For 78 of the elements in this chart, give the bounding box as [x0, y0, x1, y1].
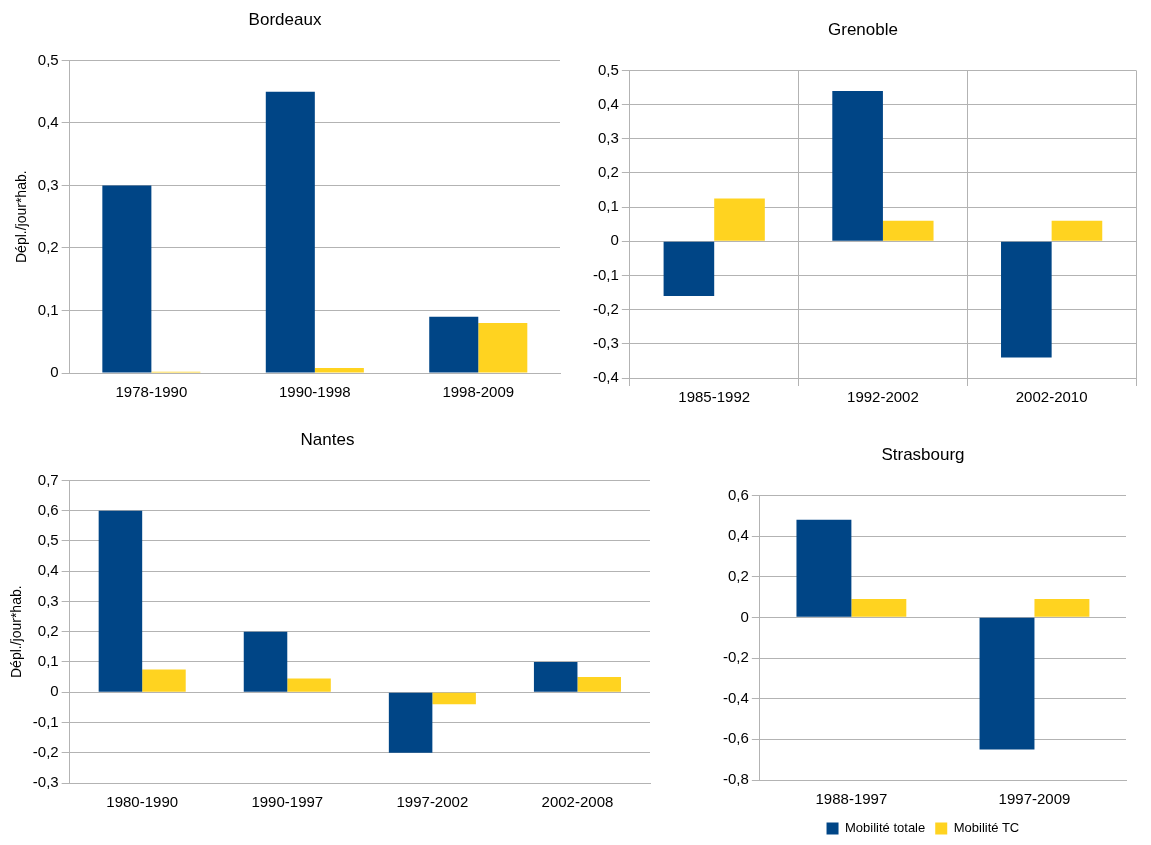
y-tick-label: 0	[50, 363, 59, 381]
y-tick-label: 0,2	[727, 566, 749, 584]
y-tick-label: -0,1	[32, 712, 59, 730]
y-tick-label: -0,6	[722, 729, 749, 747]
y-tick-label: -0,3	[592, 333, 619, 351]
bar	[577, 677, 621, 692]
bar	[882, 220, 934, 241]
bar	[142, 669, 186, 692]
y-tick-label: 0	[740, 607, 749, 625]
legend-label: Mobilité TC	[953, 820, 1020, 836]
y-tick-label: 0,2	[597, 163, 619, 181]
bar	[663, 241, 715, 296]
y-tick-label: 0,7	[37, 470, 59, 488]
y-tick-label: 0,6	[37, 500, 59, 518]
x-tick-label: 2002-2008	[541, 793, 614, 811]
y-tick-label: 0,4	[597, 94, 619, 112]
bar	[979, 617, 1035, 750]
x-tick-label: 1985-1992	[678, 388, 751, 406]
x-tick-label: 1997-2002	[396, 793, 469, 811]
bar	[314, 368, 364, 373]
bar	[1034, 599, 1090, 617]
y-tick-label: -0,2	[722, 648, 749, 666]
x-tick-label: 1990-1997	[251, 793, 324, 811]
legend-label: Mobilité totale	[845, 820, 926, 836]
bar	[432, 692, 476, 705]
y-axis-title: Dépl./jour*hab.	[8, 585, 25, 679]
bar	[98, 510, 143, 692]
y-tick-label: 0,3	[37, 591, 59, 609]
x-tick-label: 1997-2009	[998, 790, 1071, 808]
bar	[851, 599, 907, 617]
x-tick-label: 1988-1997	[815, 790, 888, 808]
y-tick-label: 0,5	[37, 531, 59, 549]
y-tick-label: 0,3	[597, 128, 619, 146]
y-tick-label: 0	[50, 682, 59, 700]
y-tick-label: -0,8	[722, 770, 749, 788]
y-tick-label: -0,1	[592, 265, 619, 283]
y-tick-label: 0,6	[727, 485, 749, 503]
y-tick-label: 0,2	[37, 238, 59, 256]
y-tick-label: -0,2	[592, 299, 619, 317]
y-tick-label: 0,2	[37, 621, 59, 639]
bar	[714, 198, 765, 241]
y-tick-label: 0,1	[597, 197, 619, 215]
y-tick-label: 0	[610, 231, 619, 249]
y-tick-label: 0,1	[37, 652, 59, 670]
y-tick-label: -0,3	[32, 773, 59, 791]
x-tick-label: 1990-1998	[278, 383, 351, 401]
y-tick-label: -0,2	[32, 742, 59, 760]
bar	[102, 185, 152, 373]
bar	[1001, 241, 1052, 358]
y-tick-label: 0,4	[37, 561, 59, 579]
y-tick-label: 0,5	[37, 50, 59, 68]
chart-title: Strasbourg	[881, 444, 965, 464]
y-tick-label: 0,1	[37, 300, 59, 318]
bar	[1051, 220, 1103, 241]
chart-title: Grenoble	[828, 19, 898, 39]
bar	[429, 316, 479, 373]
y-tick-label: 0,4	[37, 113, 59, 131]
y-tick-label: -0,4	[592, 368, 619, 386]
x-tick-label: 1980-1990	[106, 793, 179, 811]
x-tick-label: 1992-2002	[847, 388, 919, 406]
x-tick-label: 1978-1990	[115, 383, 188, 401]
chart-title: Nantes	[300, 429, 355, 449]
y-tick-label: -0,4	[722, 688, 749, 706]
y-axis-title: Dépl./jour*hab.	[13, 170, 30, 264]
bar	[287, 678, 331, 692]
bar	[832, 90, 883, 241]
y-tick-label: 0,3	[37, 175, 59, 193]
bar	[243, 631, 288, 692]
y-tick-label: 0,4	[727, 526, 749, 544]
y-tick-label: 0,5	[597, 60, 619, 78]
bar	[388, 692, 433, 753]
bar	[478, 322, 528, 373]
bar	[796, 519, 852, 617]
chart-title: Bordeaux	[248, 9, 322, 29]
bar	[265, 91, 315, 373]
x-tick-label: 1998-2009	[442, 383, 515, 401]
x-tick-label: 2002-2010	[1015, 388, 1088, 406]
bar	[533, 661, 578, 692]
